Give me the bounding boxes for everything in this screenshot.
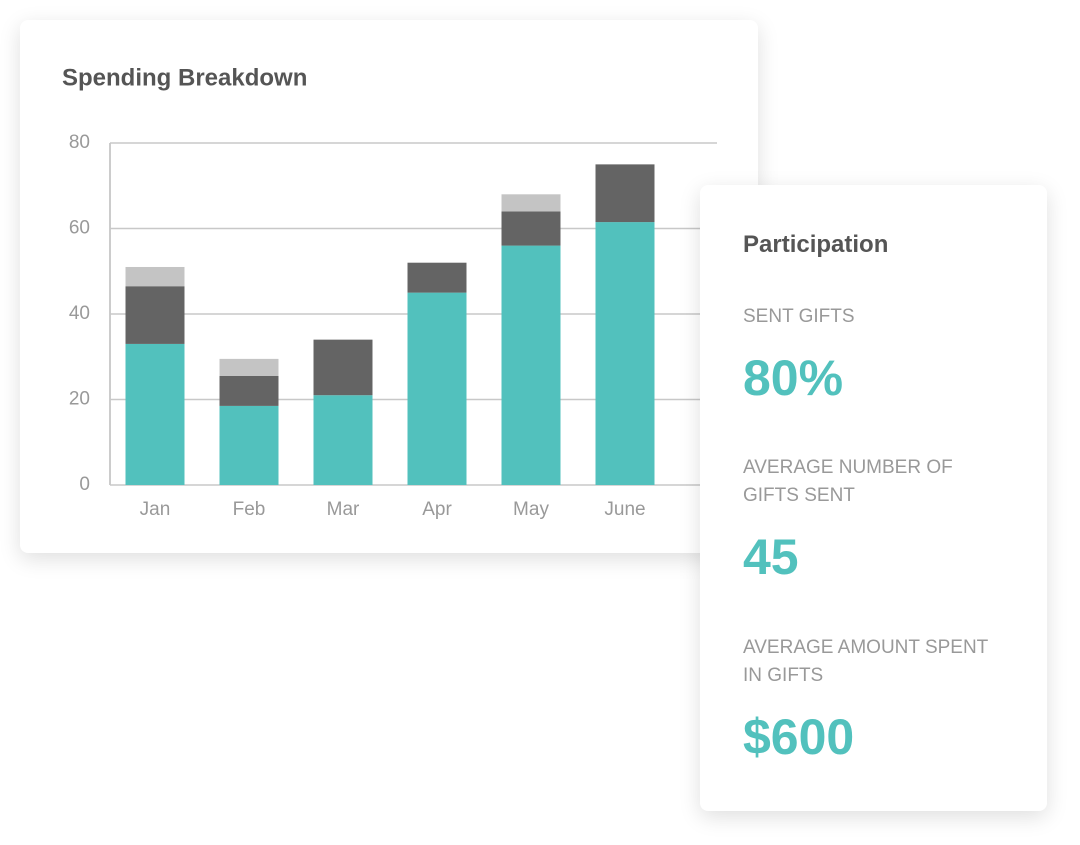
bar-segment	[219, 405, 279, 485]
x-tick-label: May	[513, 499, 549, 520]
x-tick-label: Apr	[422, 499, 452, 520]
stat-value: 80%	[743, 350, 844, 406]
bar-segment	[595, 164, 655, 223]
chart-card: Spending Breakdown 0 20 40 60 80 Jan Feb Mar Apr…	[20, 20, 758, 553]
stat-label: SENT GIFTS	[743, 306, 855, 327]
y-tick-label: 60	[69, 218, 90, 239]
bar-segment	[407, 292, 467, 485]
bar-segment	[501, 211, 561, 246]
bar-segment	[125, 343, 185, 485]
bar-segment	[219, 358, 279, 376]
participation-card: Participation SENT GIFTS 80% AVERAGE NUM…	[700, 185, 1047, 811]
x-tick-label: Feb	[233, 499, 266, 520]
bar-segment	[407, 262, 467, 293]
x-tick-label: Mar	[327, 499, 360, 520]
y-tick-label: 40	[69, 303, 90, 324]
stat-label: AVERAGE NUMBER OF GIFTS SENT	[743, 457, 953, 506]
bar-segment	[125, 286, 185, 344]
bar-segment	[501, 245, 561, 485]
bar-segment	[501, 194, 561, 212]
y-tick-label: 80	[69, 132, 90, 153]
stat-label: AVERAGE AMOUNT SPENT IN GIFTS	[743, 637, 988, 686]
bar-segment	[595, 222, 655, 485]
participation-title: Participation	[743, 231, 889, 258]
y-tick-label: 20	[69, 389, 90, 410]
x-tick-label: Jan	[140, 499, 171, 520]
stat-value: $600	[743, 709, 855, 765]
chart: Spending Breakdown 0 20 40 60 80 Jan Feb Mar Apr…	[62, 64, 717, 520]
bar-segment	[313, 395, 373, 485]
bar-segment	[219, 375, 279, 406]
y-tick-label: 0	[79, 474, 90, 495]
bar-segment	[313, 339, 373, 396]
chart-title: Spending Breakdown	[62, 64, 307, 91]
x-tick-label: June	[604, 499, 645, 520]
stat-value: 45	[743, 529, 799, 585]
bar-segment	[125, 266, 185, 287]
